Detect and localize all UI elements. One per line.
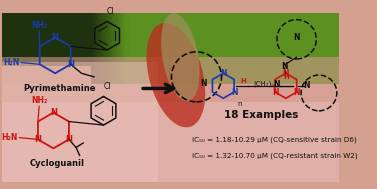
Text: H: H: [284, 74, 290, 80]
Text: 18 Examples: 18 Examples: [224, 110, 298, 120]
FancyBboxPatch shape: [123, 13, 127, 111]
FancyBboxPatch shape: [95, 13, 98, 111]
Text: Cycloguanil: Cycloguanil: [29, 159, 84, 168]
FancyBboxPatch shape: [93, 13, 97, 111]
FancyBboxPatch shape: [105, 13, 109, 111]
FancyBboxPatch shape: [116, 13, 120, 111]
Text: Cl: Cl: [103, 82, 111, 91]
Text: N: N: [220, 69, 227, 78]
Text: Pyrimethamine: Pyrimethamine: [23, 84, 96, 93]
FancyBboxPatch shape: [98, 13, 102, 111]
Text: N: N: [281, 62, 287, 71]
FancyBboxPatch shape: [103, 13, 107, 111]
Text: N: N: [273, 80, 280, 89]
Text: NH₂: NH₂: [31, 96, 47, 105]
Text: N: N: [200, 79, 207, 88]
FancyBboxPatch shape: [121, 13, 125, 111]
Text: Cl: Cl: [107, 7, 114, 16]
Text: N: N: [283, 69, 289, 78]
Text: N: N: [52, 33, 59, 42]
FancyBboxPatch shape: [125, 13, 129, 111]
Ellipse shape: [147, 23, 205, 127]
Text: n: n: [238, 101, 242, 107]
Text: N: N: [67, 60, 74, 69]
FancyBboxPatch shape: [2, 62, 158, 182]
Text: N: N: [65, 135, 72, 144]
FancyBboxPatch shape: [109, 13, 112, 111]
Text: N: N: [34, 135, 41, 144]
Text: H: H: [240, 78, 246, 84]
Text: N: N: [293, 33, 300, 42]
Text: N: N: [272, 88, 278, 97]
Text: H₂N: H₂N: [1, 133, 18, 142]
Text: N: N: [293, 88, 300, 97]
FancyBboxPatch shape: [109, 13, 339, 111]
FancyBboxPatch shape: [97, 13, 100, 111]
FancyBboxPatch shape: [110, 13, 114, 111]
FancyBboxPatch shape: [102, 13, 105, 111]
FancyBboxPatch shape: [100, 13, 103, 111]
Text: N: N: [231, 88, 238, 97]
FancyBboxPatch shape: [2, 84, 339, 182]
Text: N: N: [303, 81, 310, 90]
FancyBboxPatch shape: [2, 57, 339, 102]
FancyBboxPatch shape: [114, 13, 118, 111]
FancyBboxPatch shape: [91, 13, 95, 111]
FancyBboxPatch shape: [120, 13, 123, 111]
Text: N: N: [50, 108, 57, 117]
Text: H₂N: H₂N: [3, 58, 20, 67]
Text: NH₂: NH₂: [31, 21, 47, 30]
Text: IC₅₀ = 1.32-10.70 μM (CQ-resistant strain W2): IC₅₀ = 1.32-10.70 μM (CQ-resistant strai…: [192, 152, 358, 159]
Ellipse shape: [161, 13, 199, 101]
FancyBboxPatch shape: [2, 13, 145, 66]
FancyBboxPatch shape: [118, 13, 121, 111]
FancyBboxPatch shape: [107, 13, 110, 111]
Text: IC₅₀ = 1.18-10.29 μM (CQ-sensitive strain D6): IC₅₀ = 1.18-10.29 μM (CQ-sensitive strai…: [192, 136, 357, 143]
Text: (CH₂)ₙ: (CH₂)ₙ: [254, 81, 275, 87]
FancyBboxPatch shape: [112, 13, 116, 111]
